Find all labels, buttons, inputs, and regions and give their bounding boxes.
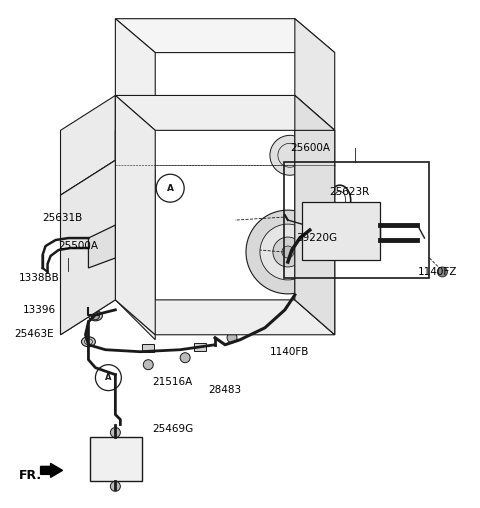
Bar bbox=[90, 437, 142, 482]
Polygon shape bbox=[302, 202, 380, 260]
Bar bbox=[142, 344, 154, 352]
Circle shape bbox=[91, 312, 99, 320]
Ellipse shape bbox=[125, 26, 161, 48]
Polygon shape bbox=[115, 96, 155, 335]
Circle shape bbox=[180, 353, 190, 363]
Circle shape bbox=[270, 135, 310, 175]
Circle shape bbox=[246, 117, 254, 125]
Text: 25623R: 25623R bbox=[330, 187, 370, 197]
Ellipse shape bbox=[88, 311, 102, 321]
Circle shape bbox=[260, 224, 316, 280]
Ellipse shape bbox=[71, 125, 86, 135]
Ellipse shape bbox=[84, 218, 108, 232]
Polygon shape bbox=[295, 96, 335, 335]
Ellipse shape bbox=[277, 108, 289, 116]
Polygon shape bbox=[60, 160, 115, 335]
Text: 13396: 13396 bbox=[23, 305, 56, 315]
Polygon shape bbox=[115, 300, 335, 335]
Ellipse shape bbox=[84, 253, 108, 267]
Text: 21516A: 21516A bbox=[152, 376, 192, 387]
Circle shape bbox=[304, 184, 332, 212]
Text: 1140FB: 1140FB bbox=[270, 347, 309, 357]
Polygon shape bbox=[60, 96, 115, 195]
Circle shape bbox=[132, 118, 139, 126]
Ellipse shape bbox=[204, 26, 222, 36]
Circle shape bbox=[110, 428, 120, 437]
Circle shape bbox=[291, 117, 299, 125]
Circle shape bbox=[282, 246, 294, 258]
Ellipse shape bbox=[264, 26, 282, 36]
Ellipse shape bbox=[82, 337, 96, 347]
Polygon shape bbox=[115, 131, 155, 340]
Polygon shape bbox=[295, 131, 335, 335]
Ellipse shape bbox=[197, 108, 209, 116]
Ellipse shape bbox=[71, 143, 86, 153]
Text: 25600A: 25600A bbox=[290, 143, 330, 153]
Ellipse shape bbox=[71, 161, 86, 171]
Circle shape bbox=[302, 220, 318, 236]
Text: 39220G: 39220G bbox=[296, 233, 337, 243]
Circle shape bbox=[110, 482, 120, 491]
Circle shape bbox=[273, 237, 303, 267]
Ellipse shape bbox=[234, 26, 252, 37]
Text: A: A bbox=[167, 184, 174, 193]
Circle shape bbox=[246, 210, 330, 294]
Circle shape bbox=[144, 360, 153, 370]
Polygon shape bbox=[115, 96, 335, 131]
Ellipse shape bbox=[237, 108, 249, 116]
Circle shape bbox=[156, 114, 164, 122]
Circle shape bbox=[437, 267, 447, 277]
Text: 25463E: 25463E bbox=[15, 329, 54, 339]
Circle shape bbox=[63, 271, 73, 281]
Polygon shape bbox=[88, 225, 115, 268]
Circle shape bbox=[93, 230, 116, 254]
Polygon shape bbox=[60, 160, 115, 335]
Ellipse shape bbox=[157, 108, 169, 116]
Text: 25469G: 25469G bbox=[152, 425, 193, 434]
Polygon shape bbox=[295, 19, 335, 131]
Text: 1338BB: 1338BB bbox=[19, 273, 60, 283]
Polygon shape bbox=[115, 19, 335, 53]
Bar bbox=[194, 343, 206, 351]
Ellipse shape bbox=[84, 183, 108, 197]
Text: 25631B: 25631B bbox=[43, 213, 83, 223]
Text: A: A bbox=[105, 373, 112, 382]
Ellipse shape bbox=[174, 24, 192, 34]
Circle shape bbox=[227, 333, 237, 343]
Circle shape bbox=[201, 116, 209, 124]
Text: 25500A: 25500A bbox=[59, 241, 98, 251]
Bar bbox=[284, 162, 430, 278]
Text: 1140FZ: 1140FZ bbox=[418, 267, 457, 277]
FancyArrow shape bbox=[41, 463, 62, 478]
Ellipse shape bbox=[84, 148, 108, 162]
Polygon shape bbox=[115, 19, 155, 131]
Text: 28483: 28483 bbox=[208, 385, 241, 395]
Text: FR.: FR. bbox=[19, 469, 42, 482]
